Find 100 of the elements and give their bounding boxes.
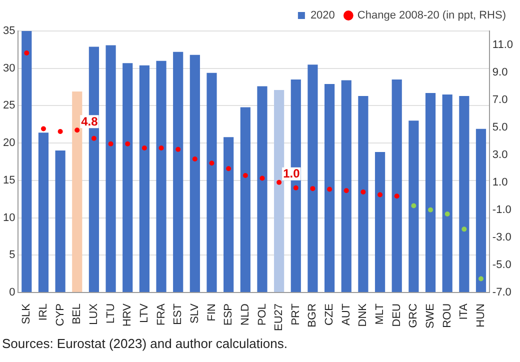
bar [139, 65, 150, 292]
point [58, 128, 63, 134]
bar [72, 92, 82, 292]
point [226, 166, 232, 172]
bar [341, 80, 352, 292]
x-tick-label: LTU [104, 303, 117, 324]
point [327, 186, 332, 192]
x-tick-label: SLK [20, 302, 33, 324]
point [344, 188, 349, 194]
x-tick-label: DNK [357, 302, 370, 327]
bar [156, 60, 166, 292]
y2-tick-label: 1.0 [492, 176, 508, 188]
y-tick-label: 5 [9, 249, 16, 262]
x-tick-label: BGR [306, 303, 319, 328]
x-tick-label: EST [172, 303, 184, 325]
point [142, 145, 147, 150]
x-tick-label: ITA [458, 302, 470, 320]
bar [224, 137, 234, 292]
x-tick-label: DEU [390, 303, 403, 327]
y-tick-label: 25 [2, 100, 16, 112]
bar [408, 120, 419, 292]
point [125, 141, 130, 146]
point [158, 145, 164, 150]
data-label: 4.8 [81, 114, 98, 128]
bar [106, 45, 116, 292]
y2-tick-label: -1.0 [492, 204, 512, 216]
point [378, 192, 383, 198]
x-tick-label: GRC [408, 303, 420, 328]
point [74, 128, 80, 133]
bar [240, 107, 250, 292]
point [394, 194, 400, 199]
y2-tick-label: -3.0 [492, 231, 512, 244]
y2-tick-label: 5.0 [492, 121, 508, 134]
y2-tick-label: 9.0 [492, 66, 508, 78]
bar [190, 54, 200, 292]
x-tick-label: AUT [340, 303, 352, 326]
bar [442, 94, 452, 292]
x-tick-label: CYP [54, 303, 66, 326]
point [91, 136, 96, 141]
point [310, 186, 316, 192]
y2-tick-label: 3.0 [492, 148, 508, 161]
x-tick-label: MLT [374, 303, 386, 325]
x-tick-label: BEL [71, 303, 84, 324]
x-tick-label: SLV [188, 302, 201, 324]
bar [173, 52, 184, 292]
bar [55, 150, 66, 292]
x-tick-label: FIN [206, 303, 218, 322]
y2-tick-label: -7.0 [492, 286, 512, 299]
bar [206, 72, 217, 292]
x-tick-label: ESP [222, 303, 235, 326]
point [276, 180, 282, 185]
x-tick-label: NLD [239, 303, 252, 326]
point [360, 190, 366, 195]
x-tick-label: FRA [155, 302, 168, 326]
point [444, 212, 450, 217]
point [108, 141, 114, 146]
bar [425, 93, 436, 292]
point [478, 276, 484, 282]
x-tick-label: EU27 [273, 303, 286, 332]
bar [257, 86, 268, 292]
bar [358, 96, 368, 292]
point [40, 126, 46, 132]
x-tick-label: CZE [324, 303, 336, 326]
point [411, 203, 416, 208]
bar [22, 31, 32, 292]
bar [392, 80, 402, 292]
point [260, 176, 265, 181]
point [428, 207, 434, 212]
x-tick-label: LTV [138, 302, 150, 323]
x-tick-label: ROU [441, 303, 454, 328]
source-note: Sources: Eurostat (2023) and author calculations. [1, 335, 288, 351]
y-tick-label: 15 [2, 174, 16, 186]
bar [308, 64, 318, 292]
y-tick-label: 35 [2, 25, 16, 38]
x-tick-label: HRV [122, 302, 134, 327]
point [24, 50, 30, 56]
point [176, 146, 181, 152]
y-tick-label: 30 [2, 62, 16, 74]
x-tick-label: PRT [290, 303, 302, 326]
bar [459, 96, 470, 292]
y-tick-label: 0 [9, 286, 16, 299]
y2-tick-label: -5.0 [492, 258, 512, 271]
x-tick-label: HUN [475, 303, 488, 328]
point [192, 156, 198, 162]
point [209, 160, 214, 166]
bar [38, 132, 49, 292]
point [462, 226, 467, 232]
legend-label: 2020 [310, 10, 335, 22]
bar [324, 84, 335, 292]
legend-label: Change 2008-20 (in ppt, RHS) [357, 10, 506, 22]
x-tick-label: LUX [88, 302, 100, 325]
bar [274, 90, 284, 292]
x-tick-label: IRL [38, 303, 50, 321]
x-tick-label: POL [256, 303, 268, 326]
bar [374, 152, 386, 292]
y-tick-label: 10 [2, 212, 16, 224]
bar [122, 63, 133, 292]
x-tick-label: SWE [424, 303, 437, 329]
y2-tick-label: 11.0 [492, 38, 513, 51]
point [242, 173, 248, 178]
